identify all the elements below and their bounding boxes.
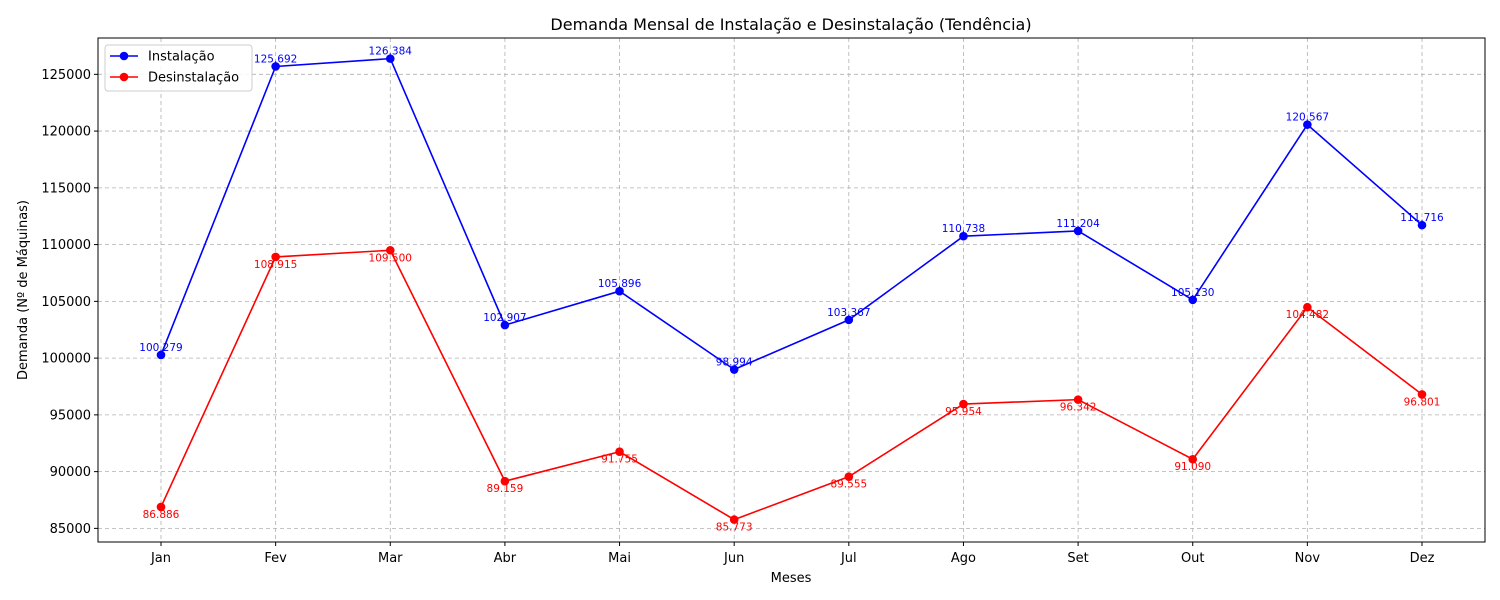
data-point (156, 350, 166, 360)
data-point (500, 476, 510, 486)
data-label: 111.716 (1400, 212, 1444, 224)
data-label: 125.692 (254, 53, 297, 65)
y-tick-label: 115000 (41, 181, 91, 196)
data-point (385, 54, 395, 63)
data-label: 95.954 (945, 406, 982, 418)
data-label: 96.342 (1060, 402, 1097, 414)
y-axis: 85000 90000 95000 100000 105000 110000 115000 1… (41, 68, 98, 537)
data-point (1303, 120, 1312, 129)
data-point (1417, 220, 1427, 230)
x-tick-label: Ago (951, 551, 976, 566)
series-line-1 (160, 249, 1423, 521)
x-tick-label: Fev (264, 551, 287, 566)
data-labels: 100.279 125.692 126.384 102.907 105.896 98.99… (139, 46, 1444, 534)
y-tick-label: 105000 (41, 295, 91, 310)
data-point (500, 320, 510, 330)
legend-marker (119, 72, 129, 82)
data-point (729, 515, 739, 524)
series-line-0 (160, 57, 1423, 371)
series-layer (156, 54, 1427, 524)
data-label: 102.907 (483, 312, 526, 324)
x-tick-label: Jul (840, 551, 857, 566)
data-label: 109.500 (369, 252, 412, 264)
data-label: 91.090 (1174, 461, 1211, 473)
data-point (385, 245, 395, 255)
data-label: 103.367 (827, 307, 870, 319)
x-tick-label: Abr (494, 551, 517, 566)
data-point (959, 231, 968, 241)
x-tick-label: Jan (150, 551, 171, 566)
y-tick-label: 85000 (50, 522, 91, 537)
y-axis-label: Demanda (Nº de Máquinas) (16, 200, 31, 380)
data-label: 110.738 (942, 223, 985, 235)
data-point (1073, 395, 1083, 404)
data-point (615, 286, 624, 296)
x-tick-label: Set (1067, 551, 1088, 566)
x-axis: Jan Fev Mar Abr Mai Jun Jul Ago Set Out Nov Dez (150, 542, 1435, 566)
data-point (1188, 295, 1198, 305)
data-point (1303, 302, 1312, 312)
data-label: 89.555 (830, 479, 867, 491)
data-label: 100.279 (139, 342, 182, 354)
data-label: 108.915 (254, 259, 297, 271)
x-tick-label: Out (1181, 551, 1205, 566)
data-point (1188, 454, 1198, 464)
y-tick-label: 90000 (50, 465, 91, 480)
legend: Instalação Desinstalação (104, 44, 253, 92)
gridlines (98, 38, 1485, 542)
data-point (844, 315, 854, 325)
data-label: 91.755 (601, 454, 638, 466)
legend-marker (119, 51, 129, 61)
x-tick-label: Mar (378, 551, 403, 566)
data-label: 120.567 (1286, 112, 1329, 124)
x-tick-label: Dez (1410, 551, 1435, 566)
data-label: 111.204 (1056, 218, 1100, 230)
data-point (844, 472, 854, 481)
y-tick-label: 95000 (50, 408, 91, 423)
legend-label: Instalação (148, 50, 215, 65)
y-tick-label: 120000 (41, 125, 91, 140)
y-tick-label: 110000 (41, 238, 91, 253)
data-point (615, 447, 624, 457)
x-tick-label: Nov (1295, 551, 1321, 566)
data-point (271, 62, 280, 71)
data-label: 126.384 (369, 46, 413, 58)
data-label: 85.773 (716, 522, 753, 534)
data-point (156, 502, 166, 512)
y-tick-label: 125000 (41, 68, 91, 83)
legend-box (104, 44, 253, 92)
data-label: 105.130 (1171, 287, 1214, 299)
x-axis-label: Meses (771, 571, 812, 586)
data-point (271, 252, 280, 262)
data-label: 98.994 (716, 357, 753, 369)
data-label: 104.482 (1286, 309, 1329, 321)
x-tick-label: Jun (723, 551, 744, 566)
x-tick-label: Mai (608, 551, 631, 566)
plot-frame (97, 37, 1486, 543)
chart-title: Demanda Mensal de Instalação e Desinstal… (550, 15, 1031, 34)
data-point (1417, 390, 1427, 399)
data-label: 105.896 (598, 278, 642, 290)
legend-label: Desinstalação (148, 71, 239, 86)
data-point (959, 399, 968, 409)
data-label: 89.159 (487, 483, 524, 495)
data-label: 96.801 (1404, 396, 1441, 408)
data-point (729, 365, 739, 374)
data-point (1073, 226, 1083, 236)
y-tick-label: 100000 (41, 352, 91, 367)
data-label: 86.886 (143, 509, 180, 521)
